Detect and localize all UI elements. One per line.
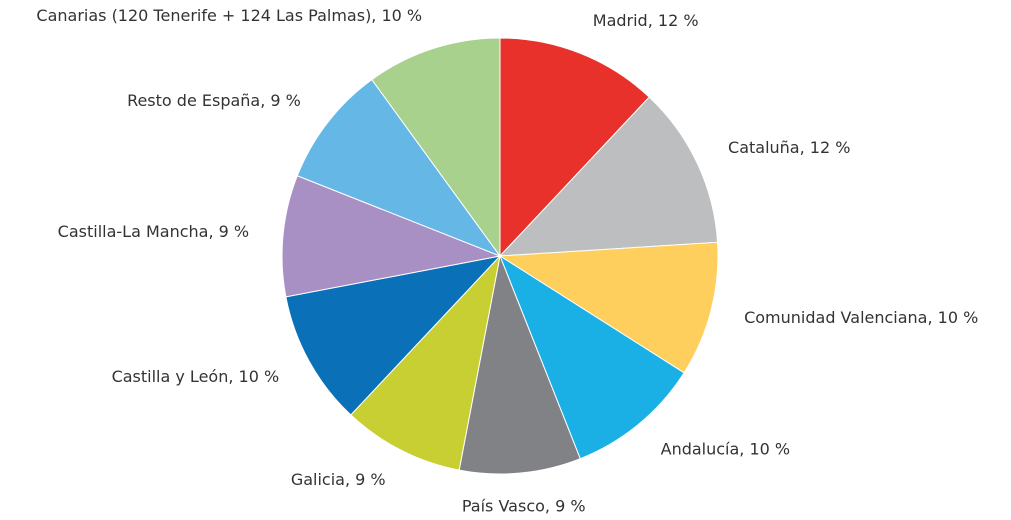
slice-label: Resto de España, 9 % bbox=[127, 91, 301, 110]
pie-slice bbox=[499, 37, 650, 258]
slice-label: Comunidad Valenciana, 10 % bbox=[744, 308, 978, 327]
slice-label: País Vasco, 9 % bbox=[462, 496, 586, 515]
slice-label: Madrid, 12 % bbox=[593, 11, 699, 30]
pie-slice bbox=[371, 37, 501, 258]
slice-label: Canarias (120 Tenerife + 124 Las Palmas)… bbox=[36, 6, 422, 25]
slice-label: Castilla y León, 10 % bbox=[112, 367, 280, 386]
slice-label: Castilla-La Mancha, 9 % bbox=[58, 222, 249, 241]
pie-slice bbox=[458, 254, 581, 475]
slice-label: Andalucía, 10 % bbox=[661, 440, 791, 459]
pie-slice bbox=[281, 175, 502, 298]
pie-slice bbox=[350, 254, 501, 471]
slice-label: Galicia, 9 % bbox=[291, 470, 386, 489]
pie-slice bbox=[498, 241, 719, 374]
pie-slice bbox=[296, 78, 502, 258]
pie-slice bbox=[498, 96, 719, 257]
pie-slice bbox=[498, 254, 685, 460]
pie-slice bbox=[285, 255, 502, 416]
slice-label: Cataluña, 12 % bbox=[728, 138, 850, 157]
